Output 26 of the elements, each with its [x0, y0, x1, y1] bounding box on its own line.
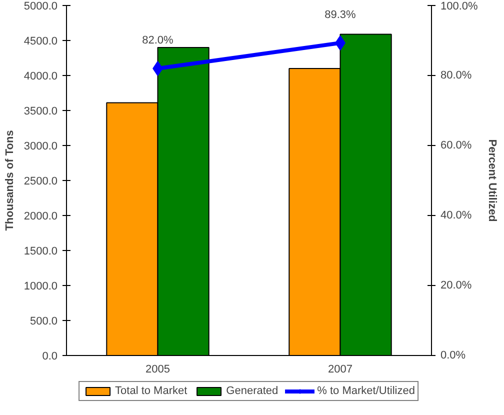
y-tick-label: 4000.0 — [24, 70, 58, 82]
legend-label: Total to Market — [115, 385, 188, 397]
y-tick-label: 4500.0 — [24, 36, 58, 48]
legend-label: Generated — [226, 385, 278, 397]
y-axis-title: Thousands of Tons — [4, 130, 16, 231]
y2-tick-label: 100.0% — [440, 0, 478, 12]
y-tick-label: 2000.0 — [24, 210, 58, 222]
y2-tick-label: 0.0% — [440, 350, 466, 362]
y-tick-label: 1500.0 — [24, 246, 58, 258]
y2-tick-label: 80.0% — [440, 70, 472, 82]
y-tick-label: 3000.0 — [24, 140, 58, 152]
y2-tick-label: 20.0% — [440, 280, 472, 292]
y2-tick-label: 60.0% — [440, 140, 472, 152]
x-tick-label: 2007 — [328, 364, 352, 376]
data-label: 89.3% — [324, 8, 356, 21]
x-tick-label: 2005 — [146, 364, 170, 376]
data-label: 82.0% — [142, 34, 174, 46]
y2-tick-label: 40.0% — [440, 210, 472, 222]
y-tick-label: 1000.0 — [24, 280, 58, 292]
y2-axis-title: Percent Utilized — [486, 139, 498, 222]
y-tick-label: 500.0 — [30, 316, 58, 328]
y-tick-label: 2500.0 — [24, 176, 58, 188]
y-tick-label: 5000.0 — [24, 0, 58, 12]
legend-label: % to Market/Utilized — [317, 385, 415, 397]
y-tick-label: 0.0 — [42, 350, 58, 362]
y-tick-label: 3500.0 — [24, 106, 58, 118]
